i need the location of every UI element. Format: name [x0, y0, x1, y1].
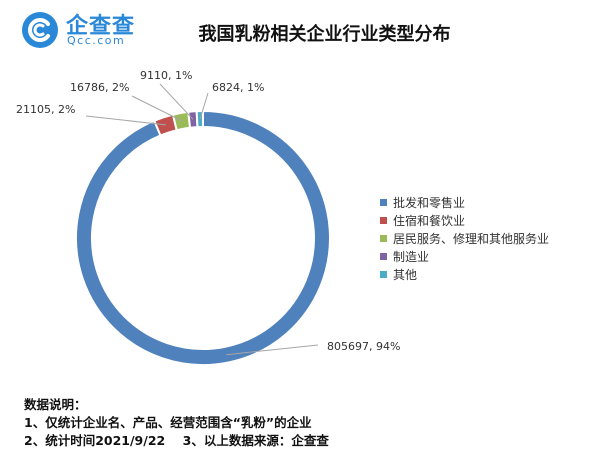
legend-swatch [380, 198, 387, 206]
notes-heading: 数据说明： [24, 397, 87, 412]
leader-line-1 [85, 115, 167, 126]
data-notes: 数据说明： 1、仅统计企业名、产品、经营范围含“乳粉”的企业 2、统计时间202… [24, 396, 329, 450]
data-label-0: 805697, 94% [327, 340, 400, 353]
legend-item-1: 住宿和餐饮业 [380, 211, 549, 229]
legend-label: 制造业 [393, 249, 430, 264]
leader-line-0 [226, 344, 319, 356]
legend-label: 居民服务、修理和其他服务业 [393, 231, 550, 246]
legend-swatch [380, 270, 387, 278]
data-label-4: 6824, 1% [212, 81, 264, 94]
qcc-logo-icon [22, 12, 58, 48]
legend-item-3: 制造业 [380, 247, 549, 265]
legend-item-0: 批发和零售业 [380, 193, 549, 211]
logo-text: 企查查 [66, 14, 136, 39]
leader-line-3 [159, 83, 194, 120]
legend-label: 批发和零售业 [393, 195, 466, 210]
data-label-2: 16786, 2% [70, 81, 129, 94]
legend-swatch [380, 216, 387, 224]
logo-url: Qcc.com [67, 34, 126, 47]
data-label-1: 21105, 2% [16, 103, 75, 116]
chart-title: 我国乳粉相关企业行业类型分布 [198, 24, 451, 45]
notes-line-1: 1、仅统计企业名、产品、经营范围含“乳粉”的企业 [24, 415, 312, 430]
leader-line-2 [131, 95, 183, 122]
leader-line-4 [199, 92, 209, 120]
legend-item-2: 居民服务、修理和其他服务业 [380, 229, 549, 247]
qcc-logo: 企查查 Qcc.com [20, 8, 150, 52]
legend-swatch [380, 234, 387, 242]
chart-legend: 批发和零售业 住宿和餐饮业居民服务、修理和其他服务业 制造业其他 [380, 193, 549, 283]
legend-label: 住宿和餐饮业 [393, 213, 466, 228]
donut-slice-0 [75, 109, 331, 366]
legend-swatch [380, 252, 387, 260]
notes-line-2: 2、统计时间2021/9/22 3、以上数据来源：企查查 [24, 433, 329, 448]
legend-label: 其他 [393, 267, 418, 282]
data-label-3: 9110, 1% [140, 69, 192, 82]
legend-item-4: 其他 [380, 265, 549, 283]
